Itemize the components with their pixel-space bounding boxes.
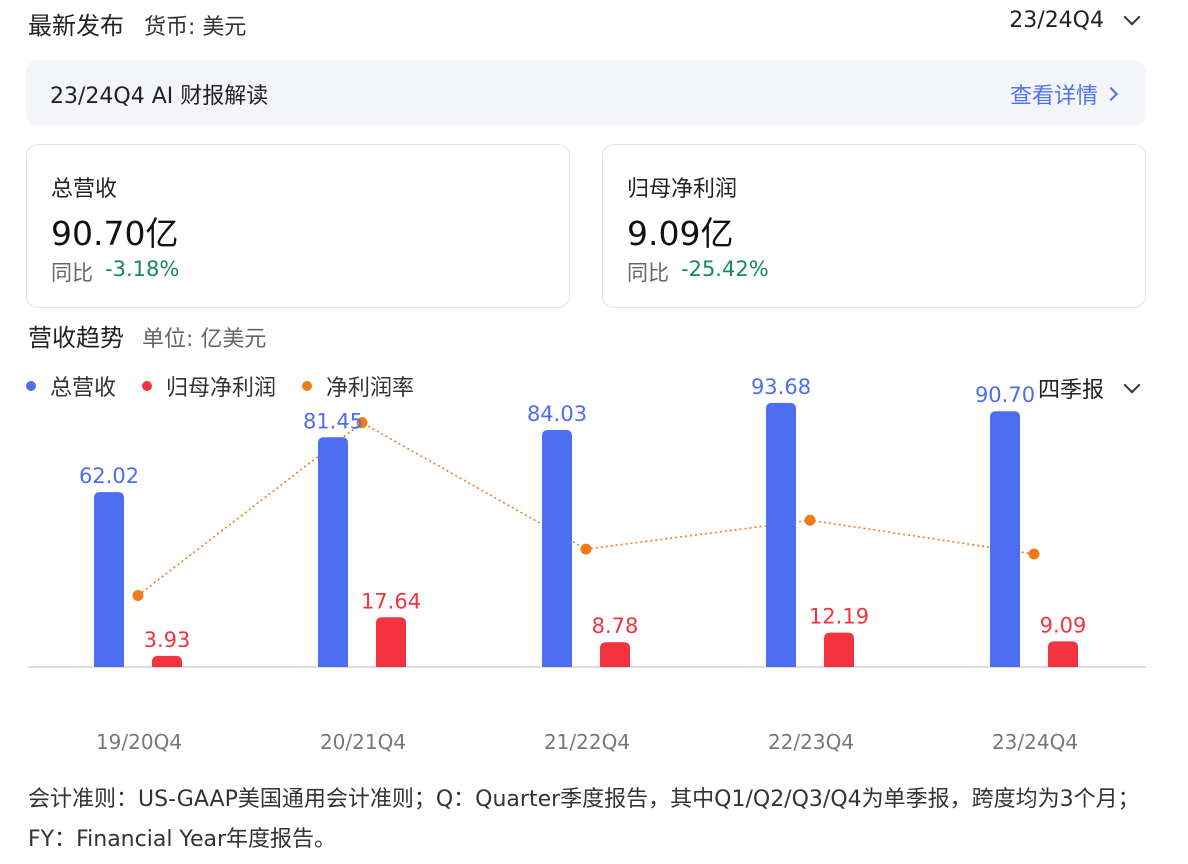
- net-profit-bar[interactable]: [1048, 641, 1078, 667]
- trend-unit: 单位: 亿美元: [142, 327, 267, 352]
- net-profit-data-label: 17.64: [361, 589, 421, 613]
- revenue-bar[interactable]: [318, 437, 348, 667]
- header: 最新发布 货币: 美元: [28, 6, 246, 40]
- revenue-bar[interactable]: [990, 411, 1020, 667]
- revenue-yoy: 同比 -3.18%: [51, 257, 179, 287]
- revenue-bar[interactable]: [542, 430, 572, 667]
- net-margin-line: [137, 421, 1035, 597]
- view-details-link[interactable]: 查看详情: [1009, 78, 1119, 110]
- view-details-label: 查看详情: [1009, 84, 1098, 109]
- footnote: 会计准则：US-GAAP美国通用会计准则；Q：Quarter季度报告，其中Q1/…: [28, 787, 1140, 852]
- revenue-yoy-value: -3.18%: [105, 257, 180, 281]
- revenue-data-label: 93.68: [751, 375, 811, 399]
- net-margin-point[interactable]: [1028, 548, 1040, 560]
- revenue-bar[interactable]: [94, 492, 124, 667]
- period-selector-value: 23/24Q4: [1009, 8, 1104, 33]
- legend-dot-revenue: [26, 381, 36, 391]
- frequency-selector-value: 四季报: [1037, 378, 1104, 403]
- revenue-bar[interactable]: [766, 402, 796, 667]
- ai-report-banner: 23/24Q4 AI 财报解读 查看详情: [26, 60, 1146, 126]
- x-tick-label: 22/23Q4: [768, 730, 854, 754]
- net-margin-point[interactable]: [804, 514, 816, 526]
- net-profit-card[interactable]: 归母净利润 9.09亿 同比 -25.42%: [602, 144, 1146, 308]
- net-profit-bar[interactable]: [152, 655, 182, 667]
- net-margin-point[interactable]: [356, 417, 368, 429]
- net-profit-bar[interactable]: [600, 642, 630, 667]
- header-title: 最新发布: [28, 12, 124, 40]
- net-profit-yoy-value: -25.42%: [681, 257, 769, 281]
- legend-label-net-margin: 净利润率: [326, 376, 415, 401]
- revenue-data-label: 90.70: [975, 383, 1035, 407]
- currency-label: 货币: 美元: [144, 15, 247, 40]
- net-profit-data-label: 8.78: [592, 614, 639, 638]
- trend-section-title: 营收趋势 单位: 亿美元: [28, 318, 266, 353]
- legend-label-net-profit: 归母净利润: [166, 376, 277, 401]
- net-profit-data-label: 12.19: [809, 605, 869, 629]
- revenue-card[interactable]: 总营收 90.70亿 同比 -3.18%: [26, 144, 570, 308]
- revenue-data-label: 81.45: [303, 409, 363, 433]
- legend-item-net-margin[interactable]: 净利润率: [302, 370, 414, 402]
- x-tick-label: 19/20Q4: [96, 730, 182, 754]
- x-tick-label: 21/22Q4: [544, 730, 630, 754]
- revenue-data-label: 84.03: [527, 402, 587, 426]
- revenue-card-label: 总营收: [51, 177, 118, 202]
- legend-dot-net-margin: [302, 381, 313, 391]
- revenue-data-label: 62.02: [79, 464, 139, 488]
- legend-item-revenue[interactable]: 总营收: [26, 370, 116, 402]
- net-profit-yoy: 同比 -25.42%: [627, 257, 769, 287]
- x-tick-label: 23/24Q4: [992, 730, 1078, 754]
- legend-label-revenue: 总营收: [50, 376, 117, 401]
- period-selector[interactable]: 23/24Q4: [1009, 8, 1141, 33]
- chart-legend: 总营收 归母净利润 净利润率: [26, 370, 440, 402]
- revenue-card-value: 90.70亿: [51, 214, 179, 253]
- legend-item-net-profit[interactable]: 归母净利润: [142, 370, 276, 402]
- net-profit-bar[interactable]: [824, 632, 854, 667]
- legend-dot-net-profit: [142, 381, 153, 391]
- frequency-selector[interactable]: 四季报: [1037, 372, 1141, 404]
- net-profit-data-label: 9.09: [1040, 613, 1087, 637]
- net-profit-data-label: 3.93: [144, 628, 191, 652]
- x-tick-label: 20/21Q4: [320, 730, 406, 754]
- net-profit-card-value: 9.09亿: [627, 214, 734, 253]
- ai-report-title: 23/24Q4 AI 财报解读: [50, 84, 269, 109]
- net-margin-point[interactable]: [132, 589, 144, 601]
- revenue-yoy-label: 同比: [51, 261, 93, 285]
- net-profit-bar[interactable]: [376, 617, 406, 667]
- net-profit-yoy-label: 同比: [627, 261, 669, 285]
- net-profit-card-label: 归母净利润: [627, 177, 738, 202]
- trend-title: 营收趋势: [28, 324, 124, 352]
- net-margin-point[interactable]: [580, 543, 592, 555]
